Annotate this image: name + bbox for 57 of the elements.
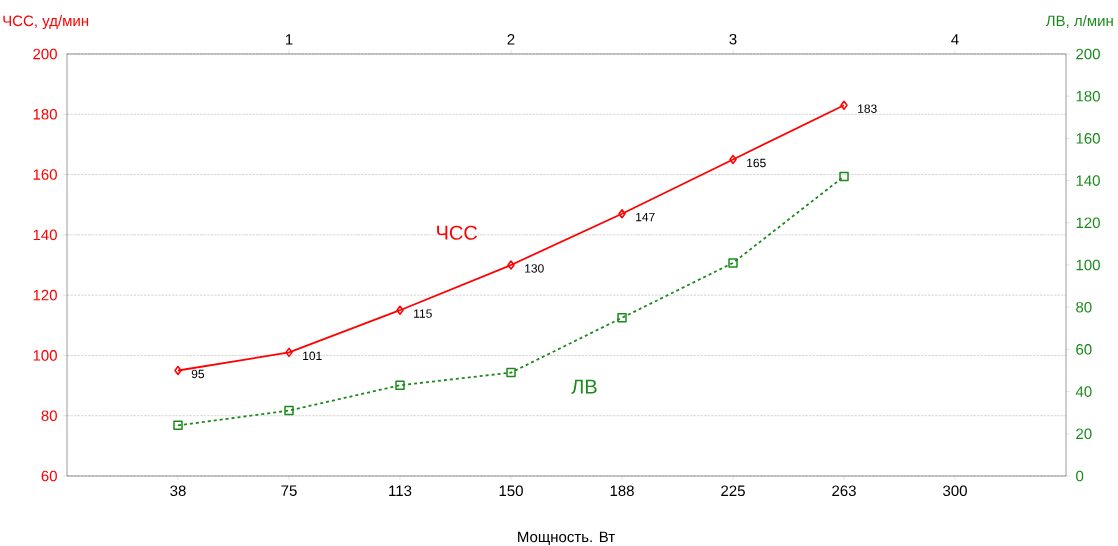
y2-tick-label: 0 — [1076, 470, 1084, 482]
point — [395, 380, 405, 391]
data-label: 95 — [191, 369, 205, 379]
x2-tick-label: 2 — [507, 34, 515, 45]
data-label: 130 — [525, 264, 544, 273]
y-tick-label: 160 — [33, 169, 57, 180]
point — [728, 258, 738, 268]
point — [174, 365, 182, 376]
y-tick-label: 120 — [33, 289, 57, 301]
x-tick-label: 113 — [389, 485, 412, 497]
data-label: 101 — [303, 351, 322, 361]
y2-tick-label: 60 — [1076, 344, 1092, 355]
data-label: 165 — [747, 158, 766, 168]
x2-tick-label: 4 — [951, 34, 959, 45]
point — [173, 420, 183, 431]
x2-tick-label: 1 — [285, 34, 293, 45]
series-label: ЧСС — [437, 225, 478, 240]
x-tick-label: 75 — [281, 485, 297, 496]
y2-tick-label: 160 — [1076, 133, 1100, 144]
point — [618, 209, 626, 219]
point — [507, 260, 515, 270]
y-tick-label: 60 — [41, 470, 57, 482]
y-tick-label: 80 — [41, 410, 57, 422]
point — [396, 305, 404, 315]
x-tick-label: 300 — [943, 485, 967, 497]
y2-tick-label: 20 — [1076, 428, 1092, 440]
point — [284, 405, 294, 416]
x-tick-label: 38 — [170, 485, 186, 497]
x-tick-label: 188 — [610, 485, 634, 497]
y-tick-label: 200 — [33, 48, 57, 60]
x-tick-label: 225 — [721, 485, 745, 497]
y2-tick-label: 200 — [1076, 48, 1100, 60]
y-tick-label: 140 — [33, 229, 57, 241]
y2-tick-label: 40 — [1075, 386, 1092, 397]
x-tick-label: 263 — [832, 485, 856, 497]
point — [729, 154, 737, 165]
data-label: 183 — [858, 104, 877, 113]
point — [839, 171, 849, 182]
y-tick-label: 100 — [33, 350, 57, 361]
y2-tick-label: 100 — [1076, 259, 1100, 271]
y2-tick-label: 140 — [1076, 175, 1100, 186]
y-axis-title: ЧСС, уд/мин — [3, 15, 89, 30]
x-tick-label: 150 — [499, 485, 523, 497]
data-label: 147 — [636, 212, 655, 222]
y2-axis-title: ЛВ, л/мин — [1045, 15, 1113, 28]
series-label: ЛВ — [571, 379, 597, 394]
y2-tick-label: 120 — [1076, 217, 1100, 229]
point — [840, 100, 848, 110]
data-label: 115 — [414, 309, 432, 318]
y2-tick-label: 180 — [1076, 90, 1100, 102]
point — [506, 367, 516, 378]
point — [617, 313, 627, 323]
x-axis-title: Мощность. Вт — [518, 531, 615, 545]
x2-tick-label: 3 — [729, 33, 737, 45]
y-tick-label: 180 — [33, 108, 57, 120]
point — [285, 347, 293, 358]
y2-tick-label: 80 — [1076, 301, 1092, 313]
